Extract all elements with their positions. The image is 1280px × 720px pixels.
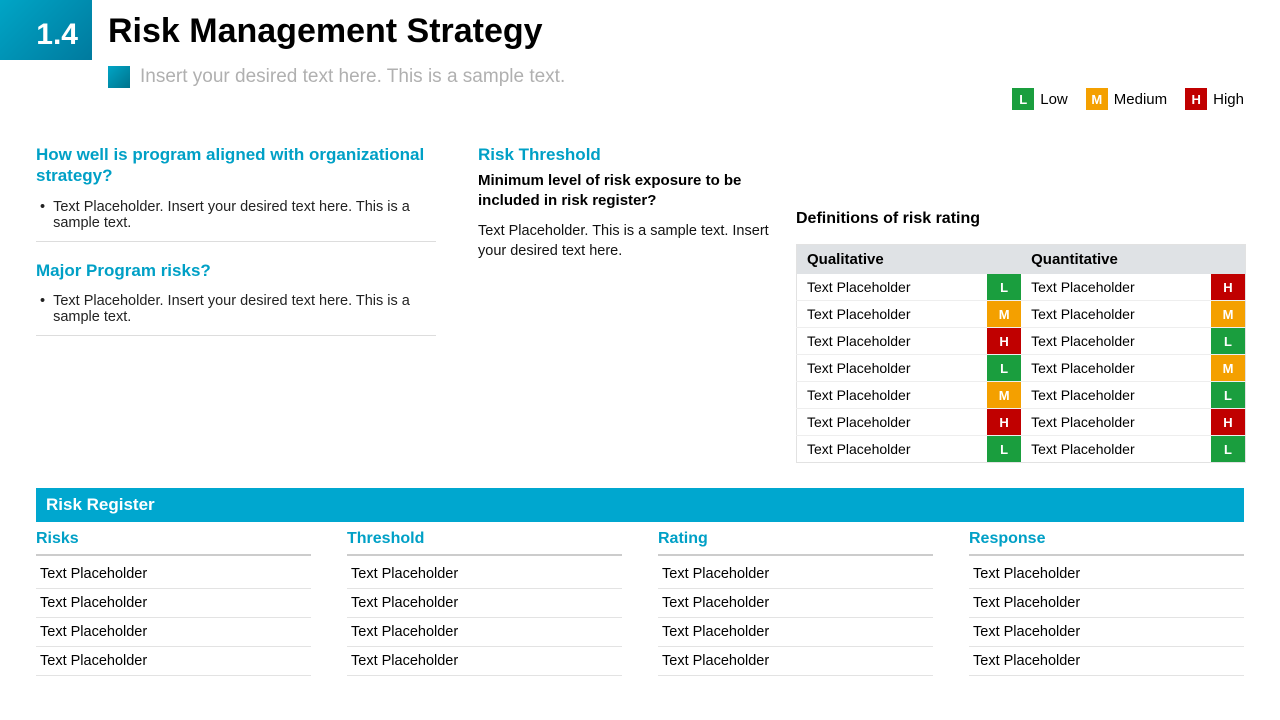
page-title: Risk Management Strategy: [108, 12, 543, 51]
risk-register-bar: Risk Register: [36, 488, 1244, 522]
legend-label: Medium: [1114, 91, 1167, 108]
qualitative-cell: Text Placeholder: [797, 437, 987, 461]
qualitative-cell: Text Placeholder: [797, 275, 987, 299]
legend-chip-low: L: [1012, 88, 1034, 110]
qualitative-rating-chip: L: [987, 274, 1021, 300]
register-column-header: Risks: [36, 530, 311, 556]
quantitative-cell: Text Placeholder: [1021, 275, 1211, 299]
qualitative-cell: Text Placeholder: [797, 302, 987, 326]
qualitative-rating-chip: M: [987, 382, 1021, 408]
register-cell: Text Placeholder: [347, 647, 622, 676]
register-cell: Text Placeholder: [658, 647, 933, 676]
qualitative-rating-chip: L: [987, 355, 1021, 381]
quantitative-rating-chip: M: [1211, 355, 1245, 381]
qualitative-cell: Text Placeholder: [797, 329, 987, 353]
section-number-box: 1.4: [0, 0, 92, 60]
register-cell: Text Placeholder: [658, 589, 933, 618]
question1-bullet: •Text Placeholder. Insert your desired t…: [36, 193, 436, 242]
slide-root: 1.4 Risk Management Strategy Insert your…: [0, 0, 1280, 720]
subtitle-text: Insert your desired text here. This is a…: [140, 66, 565, 88]
question2-heading: Major Program risks?: [36, 260, 436, 281]
legend-label: High: [1213, 91, 1244, 108]
quantitative-cell: Text Placeholder: [1021, 383, 1211, 407]
quantitative-rating-chip: L: [1211, 328, 1245, 354]
definitions-header-quantitative: Quantitative: [1021, 245, 1245, 275]
register-cell: Text Placeholder: [658, 618, 933, 647]
qualitative-cell: Text Placeholder: [797, 356, 987, 380]
definitions-title: Definitions of risk rating: [796, 210, 980, 228]
qualitative-cell: Text Placeholder: [797, 410, 987, 434]
quantitative-rating-chip: L: [1211, 436, 1245, 462]
table-row: Text PlaceholderLText PlaceholderL: [797, 436, 1246, 463]
register-cell: Text Placeholder: [347, 560, 622, 589]
register-cell: Text Placeholder: [658, 560, 933, 589]
table-row: Text PlaceholderLText PlaceholderH: [797, 274, 1246, 301]
register-column-header: Response: [969, 530, 1244, 556]
register-column-risks: RisksText PlaceholderText PlaceholderTex…: [36, 530, 311, 676]
register-cell: Text Placeholder: [36, 589, 311, 618]
quantitative-rating-chip: H: [1211, 274, 1245, 300]
question2-bullet-text: Text Placeholder. Insert your desired te…: [53, 293, 436, 325]
register-cell: Text Placeholder: [969, 589, 1244, 618]
table-row: Text PlaceholderHText PlaceholderL: [797, 328, 1246, 355]
question1-heading: How well is program aligned with organiz…: [36, 144, 436, 187]
register-cell: Text Placeholder: [347, 589, 622, 618]
qualitative-rating-chip: H: [987, 409, 1021, 435]
mid-column: Risk Threshold Minimum level of risk exp…: [478, 144, 778, 261]
question2-bullet: •Text Placeholder. Insert your desired t…: [36, 287, 436, 336]
left-column: How well is program aligned with organiz…: [36, 144, 436, 336]
risk-threshold-subheading: Minimum level of risk exposure to be inc…: [478, 171, 778, 210]
qualitative-rating-chip: H: [987, 328, 1021, 354]
legend-item-low: L Low: [1012, 88, 1068, 110]
register-column-header: Threshold: [347, 530, 622, 556]
legend-chip-medium: M: [1086, 88, 1108, 110]
register-cell: Text Placeholder: [969, 618, 1244, 647]
subtitle-square-icon: [108, 66, 130, 88]
quantitative-cell: Text Placeholder: [1021, 302, 1211, 326]
register-cell: Text Placeholder: [36, 647, 311, 676]
legend-chip-high: H: [1185, 88, 1207, 110]
register-cell: Text Placeholder: [36, 618, 311, 647]
definitions-table: Qualitative Quantitative Text Placeholde…: [796, 244, 1246, 463]
table-row: Text PlaceholderHText PlaceholderH: [797, 409, 1246, 436]
table-row: Text PlaceholderLText PlaceholderM: [797, 355, 1246, 382]
register-cell: Text Placeholder: [969, 560, 1244, 589]
quantitative-rating-chip: L: [1211, 382, 1245, 408]
quantitative-cell: Text Placeholder: [1021, 329, 1211, 353]
quantitative-cell: Text Placeholder: [1021, 410, 1211, 434]
register-column-header: Rating: [658, 530, 933, 556]
quantitative-cell: Text Placeholder: [1021, 437, 1211, 461]
quantitative-rating-chip: H: [1211, 409, 1245, 435]
risk-threshold-text: Text Placeholder. This is a sample text.…: [478, 222, 778, 261]
legend-label: Low: [1040, 91, 1068, 108]
register-cell: Text Placeholder: [347, 618, 622, 647]
register-column-response: ResponseText PlaceholderText Placeholder…: [969, 530, 1244, 676]
register-cell: Text Placeholder: [969, 647, 1244, 676]
quantitative-rating-chip: M: [1211, 301, 1245, 327]
qualitative-cell: Text Placeholder: [797, 383, 987, 407]
qualitative-rating-chip: L: [987, 436, 1021, 462]
table-row: Text PlaceholderMText PlaceholderM: [797, 301, 1246, 328]
question1-bullet-text: Text Placeholder. Insert your desired te…: [53, 199, 436, 231]
legend-item-high: H High: [1185, 88, 1244, 110]
register-column-rating: RatingText PlaceholderText PlaceholderTe…: [658, 530, 933, 676]
risk-register-grid: RisksText PlaceholderText PlaceholderTex…: [36, 530, 1244, 676]
risk-threshold-heading: Risk Threshold: [478, 144, 778, 165]
qualitative-rating-chip: M: [987, 301, 1021, 327]
quantitative-cell: Text Placeholder: [1021, 356, 1211, 380]
register-cell: Text Placeholder: [36, 560, 311, 589]
legend-item-medium: M Medium: [1086, 88, 1167, 110]
rating-legend: L Low M Medium H High: [1012, 88, 1244, 110]
register-column-threshold: ThresholdText PlaceholderText Placeholde…: [347, 530, 622, 676]
table-row: Text PlaceholderMText PlaceholderL: [797, 382, 1246, 409]
definitions-header-qualitative: Qualitative: [797, 245, 1022, 275]
